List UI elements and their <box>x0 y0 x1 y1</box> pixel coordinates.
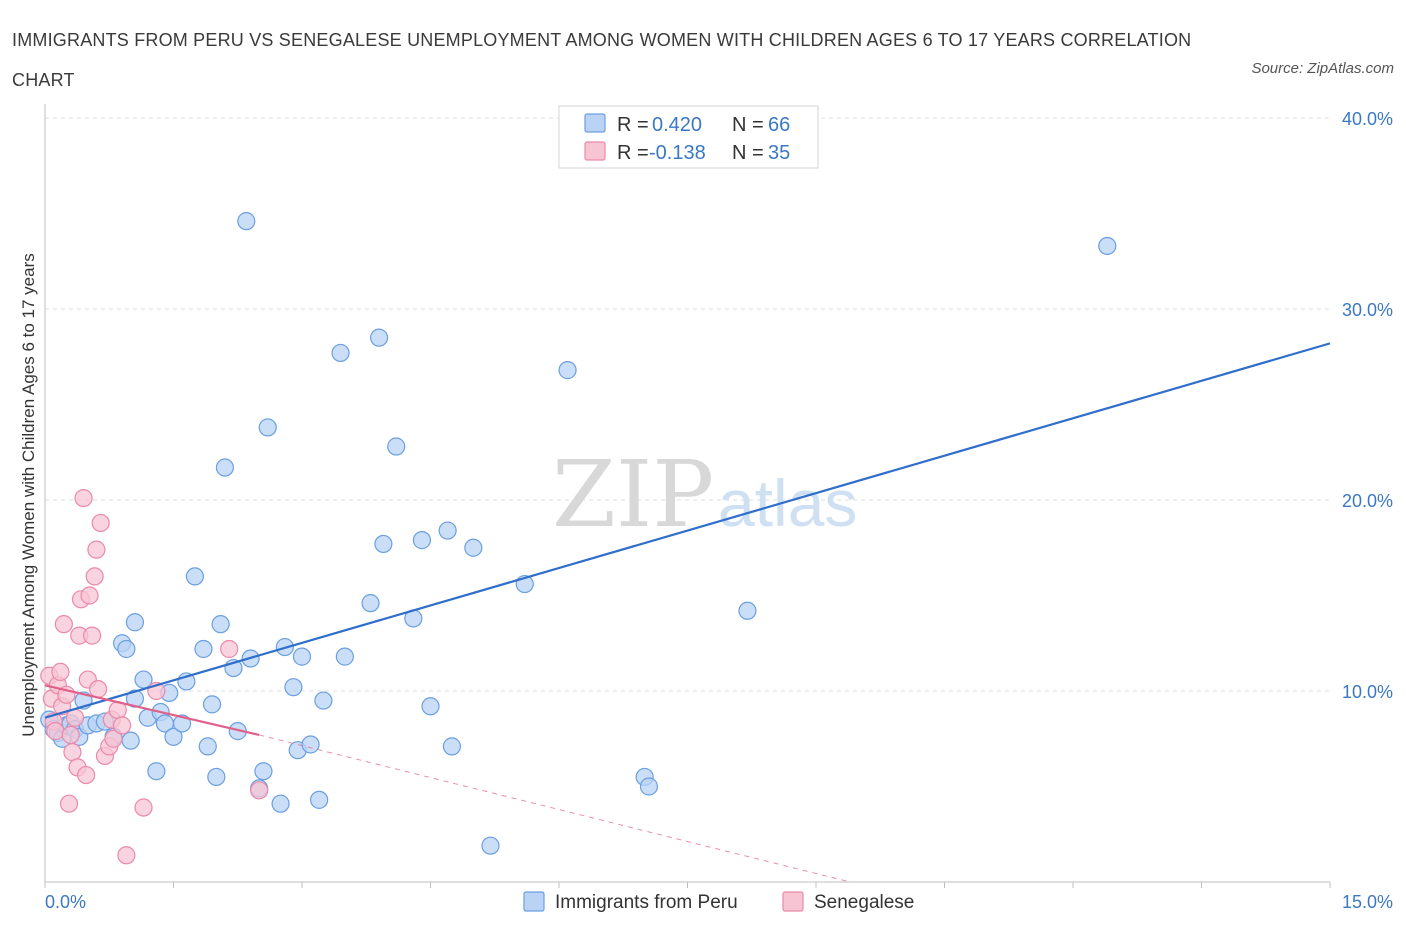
legend-n-value-senegalese: 35 <box>768 142 790 164</box>
y-tick-label: 40.0% <box>1342 109 1393 129</box>
data-point-peru <box>412 531 432 550</box>
data-point-peru <box>361 594 380 613</box>
data-point-peru <box>194 639 213 659</box>
axes <box>44 104 1331 888</box>
data-point-peru <box>370 328 389 347</box>
legend-n-value-peru: 66 <box>768 114 790 136</box>
data-point-senegalese <box>74 488 93 508</box>
bottom-legend-swatch-senegalese <box>782 891 804 912</box>
chart-title: IMMIGRANTS FROM PERU VS SENEGALESE UNEMP… <box>12 30 1192 90</box>
data-point-senegalese <box>104 729 123 748</box>
data-point-senegalese <box>77 765 96 785</box>
data-point-senegalese <box>63 743 82 762</box>
data-point-peru <box>164 727 183 746</box>
y-tick-label: 10.0% <box>1342 682 1393 702</box>
bottom-legend-swatch-peru <box>523 891 545 912</box>
data-point-peru <box>271 794 290 813</box>
y-tick-label: 20.0% <box>1342 491 1393 511</box>
data-point-senegalese <box>89 679 108 699</box>
data-point-senegalese <box>85 567 104 586</box>
data-point-peru <box>387 437 406 456</box>
data-point-senegalese <box>112 716 132 735</box>
x-tick-label: 0.0% <box>45 892 86 912</box>
data-point-peru <box>1098 236 1117 256</box>
trend-lines <box>44 342 1331 883</box>
source-label: Source: ZipAtlas.com <box>1251 60 1394 77</box>
y-axis-label: Unemployment Among Women with Children A… <box>19 253 38 737</box>
data-point-peru <box>202 695 222 714</box>
trend-line-senegalese-extension <box>259 734 851 883</box>
data-point-senegalese <box>220 639 239 659</box>
data-point-senegalese <box>51 662 70 682</box>
legend-r-value-senegalese: -0.138 <box>649 142 706 164</box>
data-point-peru <box>738 601 757 620</box>
tick-labels: 10.0% 20.0% 30.0% 40.0% 0.0% 15.0% <box>45 109 1393 912</box>
legend-swatch-senegalese <box>584 141 606 161</box>
data-point-senegalese <box>250 781 269 800</box>
legend-r-label: R = <box>617 142 649 164</box>
series-senegalese <box>40 488 269 865</box>
data-point-peru <box>121 731 140 750</box>
data-point-senegalese <box>134 798 153 817</box>
data-point-peru <box>292 647 312 666</box>
legend-swatch-peru <box>584 113 606 133</box>
bottom-legend-peru: Immigrants from Peru <box>555 892 738 913</box>
data-point-peru <box>438 521 457 540</box>
data-point-peru <box>421 697 440 716</box>
data-point-senegalese <box>91 513 110 533</box>
data-point-peru <box>639 777 659 796</box>
legend-r-label: R = <box>617 114 649 136</box>
data-point-peru <box>198 737 217 756</box>
legend-r-value-peru: 0.420 <box>652 114 702 136</box>
legend-n-label: N = <box>732 142 764 164</box>
data-point-peru <box>481 836 500 855</box>
watermark-atlas: atlas <box>718 466 857 540</box>
watermark-zip: ZIP <box>552 441 714 548</box>
legend-n-label: N = <box>732 114 764 136</box>
data-point-peru <box>310 790 329 809</box>
y-tick-label: 30.0% <box>1342 300 1393 320</box>
data-point-senegalese <box>117 846 136 865</box>
data-point-senegalese <box>87 540 106 559</box>
trend-line-peru <box>44 342 1331 719</box>
data-point-peru <box>464 538 483 557</box>
legend-box: R = 0.420 N = 66 R = -0.138 N = 35 <box>558 105 819 169</box>
data-point-peru <box>558 361 577 380</box>
data-point-senegalese <box>61 725 80 745</box>
x-tick-label: 15.0% <box>1342 892 1393 912</box>
data-point-peru <box>125 613 145 632</box>
data-point-peru <box>211 615 230 634</box>
data-point-peru <box>335 647 354 666</box>
data-point-senegalese <box>80 586 99 605</box>
data-point-senegalese <box>83 626 102 645</box>
data-point-peru <box>258 418 277 437</box>
data-point-peru <box>117 639 136 659</box>
data-point-senegalese <box>54 615 73 634</box>
data-point-peru <box>301 735 320 754</box>
data-point-peru <box>172 714 192 733</box>
data-point-peru <box>185 567 205 586</box>
data-point-peru <box>442 737 462 756</box>
data-point-peru <box>314 691 333 710</box>
data-point-peru <box>284 678 303 697</box>
data-point-senegalese <box>59 794 79 813</box>
data-point-peru <box>254 762 273 781</box>
data-point-peru <box>331 343 350 363</box>
trend-line-senegalese <box>44 684 260 737</box>
gridlines <box>45 117 1330 692</box>
data-point-peru <box>237 212 256 231</box>
data-point-peru <box>147 762 166 781</box>
bottom-legend: Immigrants from Peru Senegalese <box>523 891 914 913</box>
data-point-peru <box>374 534 393 554</box>
data-point-peru <box>207 767 226 787</box>
bottom-legend-senegalese: Senegalese <box>814 892 914 913</box>
data-point-peru <box>215 458 234 477</box>
data-point-senegalese <box>46 722 65 741</box>
